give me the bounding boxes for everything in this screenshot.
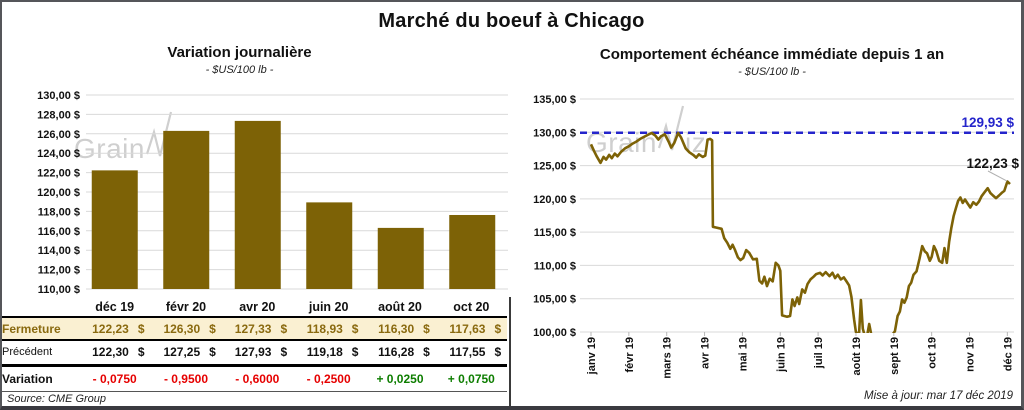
bar-oct 20 (449, 214, 496, 289)
x-axis-label: nov 19 (965, 337, 977, 372)
table-cell: 117,63 $ (435, 317, 507, 341)
row-label: Variation (2, 365, 79, 392)
table-row-close: Fermeture 122,23 $126,30 $127,33 $118,93 $116… (2, 317, 507, 341)
table-cell: 117,55 $ (435, 340, 507, 367)
bar-juin 20 (306, 202, 353, 289)
column-header: août 20 (364, 297, 436, 318)
price-table: déc 19 févr 20 avr 20 juin 20 août 20 oct 20 F… (2, 297, 507, 392)
y-axis-label: 105,00 $ (533, 294, 576, 306)
x-axis-label: août 19 (851, 337, 863, 376)
y-axis-label: 116,00 $ (38, 226, 80, 238)
bar-chart-subtitle: - $US/100 lb - (205, 64, 274, 76)
table-cell: - 0,9500 (150, 365, 222, 392)
x-axis-label: janv 19 (586, 337, 598, 375)
y-axis-label: 100,00 $ (533, 327, 576, 339)
y-axis-label: 135,00 $ (533, 94, 576, 106)
table-cell: 122,23 $ (79, 317, 151, 341)
x-axis-label: févr 19 (624, 337, 636, 372)
line-chart: 135,00 $ 130,00 $ 125,00 $ 120,00 $ 115,00 $… (533, 94, 1019, 379)
bar-chart: 130,00 $ 128,00 $ 126,00 $ 124,00 $ 122,00 $… (37, 90, 508, 296)
y-axis-label: 112,00 $ (38, 265, 80, 277)
table-cell: - 0,6000 (221, 365, 293, 392)
column-header: févr 20 (150, 297, 222, 318)
y-axis-label: 122,00 $ (37, 168, 80, 180)
price-line (589, 131, 1011, 333)
x-axis-label: mars 19 (662, 337, 674, 379)
page-title: Marché du boeuf à Chicago (378, 10, 645, 32)
table-cell: - 0,0750 (79, 365, 151, 392)
y-axis-label: 120,00 $ (37, 187, 80, 199)
bar-août 20 (377, 227, 424, 289)
y-axis-label: 114,00 $ (38, 245, 80, 257)
table-cell: 116,28 $ (364, 340, 436, 367)
row-label: Fermeture (2, 317, 79, 341)
x-axis-label: juin 19 (775, 337, 787, 373)
y-axis-label: 118,00 $ (38, 206, 80, 218)
bar-chart-title: Variation journalière (167, 44, 312, 61)
table-cell: 116,30 $ (364, 317, 436, 341)
table-row-previous: Précédent 122,30 $127,25 $127,93 $119,18 $116… (2, 340, 507, 367)
table-row-variation: Variation - 0,0750- 0,9500- 0,6000- 0,250… (2, 365, 507, 392)
bar-déc 19 (91, 170, 138, 289)
table-cell: + 0,0250 (364, 365, 436, 392)
table-cell: 122,30 $ (79, 340, 151, 367)
y-axis-label: 125,00 $ (533, 161, 576, 173)
x-axis-label: avr 19 (700, 337, 712, 369)
y-axis-label: 124,00 $ (37, 148, 80, 160)
y-axis-label: 130,00 $ (533, 127, 576, 139)
table-cell: - 0,2500 (292, 365, 365, 392)
x-axis-label: juil 19 (813, 337, 825, 369)
table-header-row: déc 19 févr 20 avr 20 juin 20 août 20 oct 20 (2, 297, 507, 318)
table-cell: + 0,0750 (435, 365, 507, 392)
table-cell: 126,30 $ (150, 317, 222, 341)
line-chart-title: Comportement échéance immédiate depuis 1… (599, 46, 945, 63)
column-header: juin 20 (292, 297, 365, 318)
y-axis-label: 110,00 $ (38, 284, 80, 296)
table-cell: 119,18 $ (292, 340, 365, 367)
row-label: Précédent (2, 340, 79, 367)
x-axis-label: sept 19 (889, 337, 901, 375)
last-value-label: 122,23 $ (966, 156, 1019, 171)
table-cell: 127,93 $ (221, 340, 293, 367)
x-axis-label: oct 19 (927, 337, 939, 369)
x-axis-label: déc 19 (1002, 337, 1014, 371)
y-axis-label: 110,00 $ (534, 260, 576, 272)
bar-févr 20 (163, 130, 210, 289)
y-axis-label: 130,00 $ (37, 90, 80, 102)
x-axis-label: mai 19 (737, 337, 749, 371)
column-header: déc 19 (79, 297, 151, 318)
annotation-leader-line (987, 170, 1008, 182)
column-header: avr 20 (221, 297, 293, 318)
bar-avr 20 (234, 120, 281, 289)
line-chart-subtitle: - $US/100 lb - (738, 66, 806, 78)
y-axis-label: 120,00 $ (533, 194, 576, 206)
column-header: oct 20 (435, 297, 507, 318)
update-note: Mise à jour: mar 17 déc 2019 (864, 390, 1013, 402)
y-axis-label: 126,00 $ (37, 129, 80, 141)
price-table-block: déc 19 févr 20 avr 20 juin 20 août 20 oct 20 F… (2, 297, 511, 406)
table-cell: 118,93 $ (292, 317, 365, 341)
max-value-label: 129,93 $ (961, 115, 1014, 130)
y-axis-label: 115,00 $ (534, 227, 576, 239)
source-note: Source: CME Group (7, 393, 107, 405)
y-axis-label: 128,00 $ (37, 109, 80, 121)
table-cell: 127,25 $ (150, 340, 222, 367)
table-cell: 127,33 $ (221, 317, 293, 341)
